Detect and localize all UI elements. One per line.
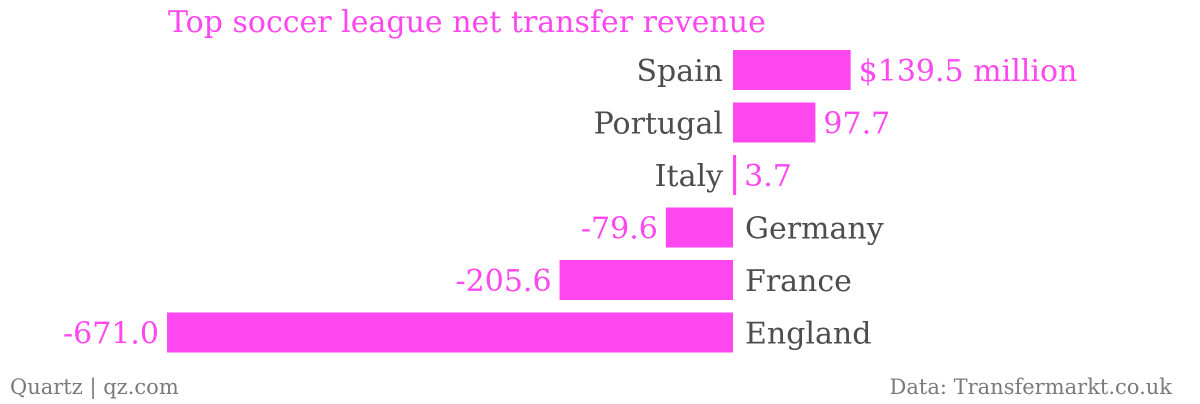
value-label-france: -205.6 (456, 264, 552, 299)
category-label-portugal: Portugal (594, 107, 723, 142)
category-label-england: England (745, 317, 871, 352)
category-label-italy: Italy (655, 159, 723, 194)
footer-credit: Quartz | qz.com (10, 375, 179, 400)
bar-portugal (733, 102, 816, 143)
bar-france (559, 260, 733, 300)
chart-title: Top soccer league net transfer revenue (168, 5, 766, 40)
value-label-italy: 3.7 (744, 159, 792, 194)
bars-layer (167, 50, 851, 353)
value-label-germany: -79.6 (581, 212, 658, 247)
value-label-spain: $139.5 million (859, 54, 1078, 89)
bar-germany (665, 207, 733, 248)
footer-source: Data: Transfermarkt.co.uk (890, 375, 1173, 399)
bar-spain (733, 50, 851, 90)
category-label-spain: Spain (636, 54, 723, 89)
bar-italy (733, 155, 737, 195)
labels-layer: Spain $139.5 million Portugal 97.7 Italy 3.7 G… (63, 54, 1077, 352)
value-label-england: -671.0 (63, 317, 159, 352)
bar-england (167, 312, 734, 353)
category-label-germany: Germany (745, 212, 884, 247)
category-label-france: France (745, 264, 852, 299)
value-label-portugal: 97.7 (823, 107, 890, 142)
